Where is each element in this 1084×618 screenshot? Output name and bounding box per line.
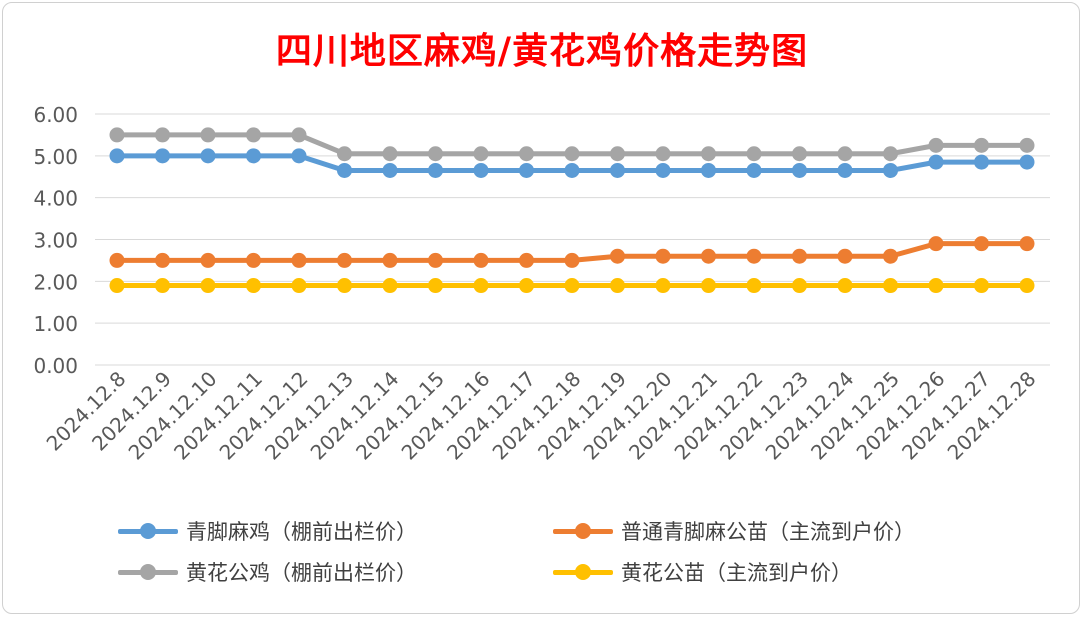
data-point: [428, 162, 443, 178]
data-point: [473, 278, 489, 294]
data-point: [928, 236, 944, 252]
data-point: [337, 162, 352, 178]
data-point: [200, 148, 216, 164]
data-point: [428, 146, 443, 162]
data-point: [837, 146, 853, 162]
data-point: [382, 278, 398, 294]
data-point: [974, 236, 989, 252]
data-point: [701, 278, 716, 294]
data-point: [655, 146, 671, 162]
data-point: [610, 248, 625, 264]
y-tick-label: 2.00: [33, 270, 78, 294]
data-point: [200, 278, 216, 294]
data-point: [473, 252, 489, 268]
data-point: [109, 148, 125, 164]
data-point: [974, 154, 989, 170]
data-point: [792, 278, 807, 294]
data-point: [382, 252, 398, 268]
data-point: [246, 148, 261, 164]
data-point: [246, 278, 261, 294]
data-point: [746, 248, 762, 264]
data-point: [655, 278, 671, 294]
data-point: [564, 278, 580, 294]
data-point: [701, 146, 716, 162]
data-point: [519, 252, 534, 268]
y-tick-label: 4.00: [33, 187, 78, 211]
data-point: [109, 127, 125, 143]
data-point: [155, 148, 170, 164]
data-point: [291, 127, 307, 143]
data-point: [792, 146, 807, 162]
data-point: [928, 137, 944, 153]
data-point: [701, 162, 716, 178]
data-point: [382, 146, 398, 162]
data-point: [519, 278, 534, 294]
data-point: [1019, 154, 1035, 170]
data-point: [428, 252, 443, 268]
y-tick-label: 5.00: [33, 145, 78, 169]
data-point: [928, 154, 944, 170]
data-point: [974, 278, 989, 294]
data-point: [1019, 137, 1035, 153]
data-point: [837, 162, 853, 178]
data-point: [155, 127, 170, 143]
data-point: [200, 252, 216, 268]
data-point: [473, 162, 489, 178]
data-point: [337, 252, 352, 268]
y-tick-label: 0.00: [33, 354, 78, 378]
data-point: [291, 148, 307, 164]
data-point: [1019, 236, 1035, 252]
data-point: [746, 162, 762, 178]
data-point: [746, 278, 762, 294]
data-point: [792, 162, 807, 178]
data-point: [883, 248, 898, 264]
data-point: [837, 278, 853, 294]
data-point: [564, 252, 580, 268]
data-point: [655, 162, 671, 178]
data-point: [610, 278, 625, 294]
data-point: [155, 278, 170, 294]
data-point: [519, 146, 534, 162]
data-point: [746, 146, 762, 162]
data-point: [200, 127, 216, 143]
data-point: [382, 162, 398, 178]
y-tick-label: 6.00: [33, 103, 78, 127]
data-point: [974, 137, 989, 153]
data-point: [883, 278, 898, 294]
chart-title: 四川地区麻鸡/黄花鸡价格走势图: [275, 30, 809, 72]
data-point: [519, 162, 534, 178]
y-tick-label: 3.00: [33, 229, 78, 253]
data-point: [792, 248, 807, 264]
data-point: [428, 278, 443, 294]
data-point: [701, 248, 716, 264]
data-point: [109, 278, 125, 294]
data-point: [291, 278, 307, 294]
data-point: [610, 162, 625, 178]
data-point: [564, 146, 580, 162]
data-point: [337, 278, 352, 294]
data-point: [109, 252, 125, 268]
data-point: [291, 252, 307, 268]
data-point: [928, 278, 944, 294]
data-point: [155, 252, 170, 268]
data-point: [337, 146, 352, 162]
data-point: [883, 162, 898, 178]
data-point: [655, 248, 671, 264]
data-point: [1019, 278, 1035, 294]
data-point: [473, 146, 489, 162]
data-point: [883, 146, 898, 162]
y-tick-label: 1.00: [33, 312, 78, 336]
data-point: [246, 252, 261, 268]
data-point: [246, 127, 261, 143]
data-point: [837, 248, 853, 264]
data-point: [610, 146, 625, 162]
data-point: [564, 162, 580, 178]
